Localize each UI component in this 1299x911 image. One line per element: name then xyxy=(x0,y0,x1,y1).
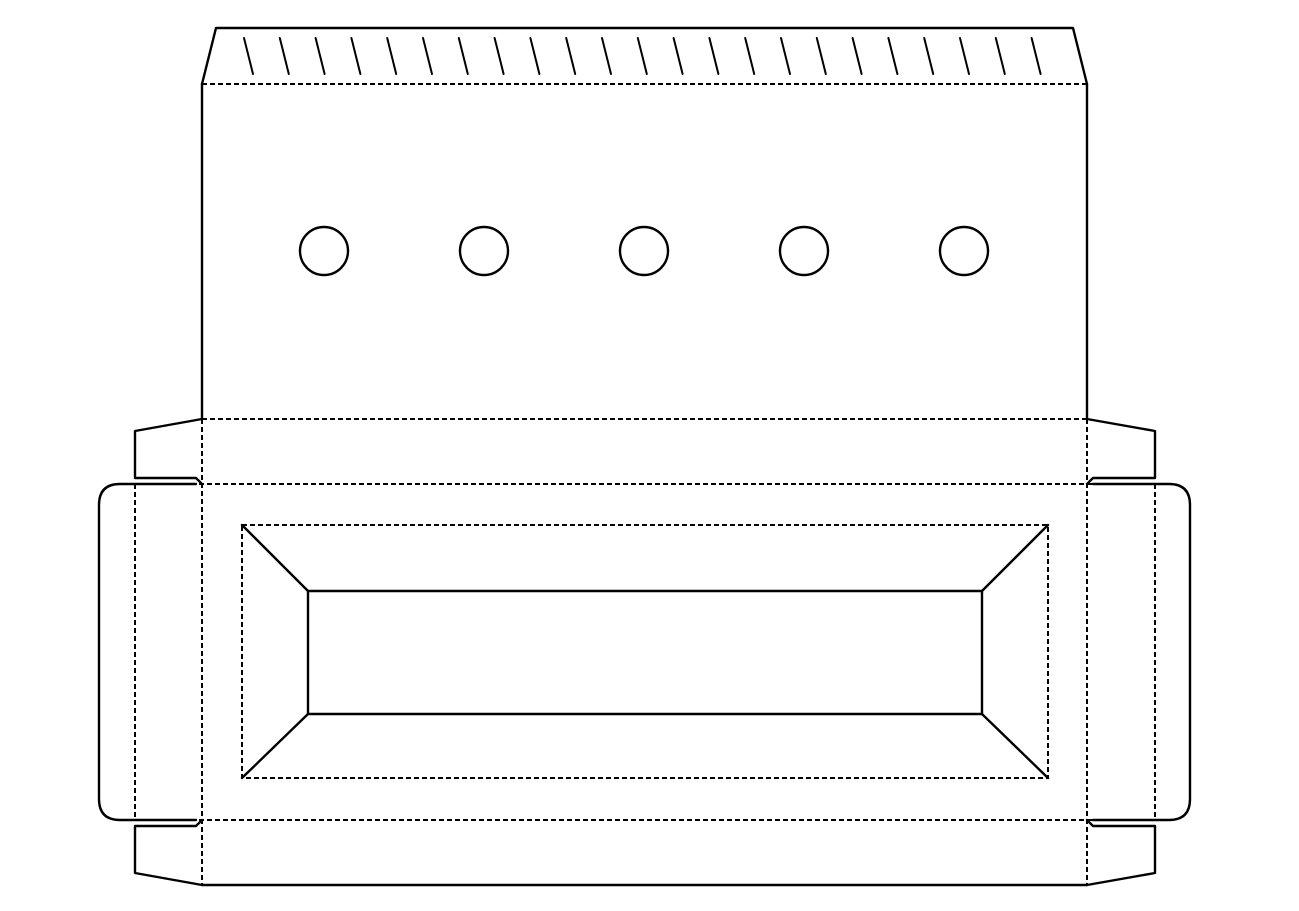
glue-hatch-line xyxy=(422,37,433,75)
glue-hatch-line xyxy=(529,37,541,75)
glue-hatch-line xyxy=(314,37,326,75)
glue-hatch-line xyxy=(780,37,791,75)
glue-hatch-line xyxy=(744,37,756,75)
glue-hatch-line xyxy=(243,37,254,75)
window-corner-cut-top-left xyxy=(240,523,310,593)
glue-hatch-line xyxy=(959,37,970,75)
glue-hatch-line xyxy=(815,37,827,75)
glue-hatch-line xyxy=(708,37,720,75)
glue-hatch-line xyxy=(887,37,899,75)
window-corner-cut-bottom-right xyxy=(980,712,1050,780)
ventilation-holes xyxy=(298,225,990,277)
glue-hatch-line xyxy=(994,37,1006,75)
ventilation-hole xyxy=(618,225,670,277)
window-corner-cut-top-right xyxy=(980,523,1050,593)
right-end-flap xyxy=(1091,482,1192,822)
ventilation-hole xyxy=(298,225,350,277)
ventilation-hole xyxy=(778,225,830,277)
glue-flap xyxy=(200,26,1089,86)
window-cutout xyxy=(306,589,984,716)
back-panel-outline xyxy=(200,82,1089,421)
glue-hatch-line xyxy=(278,37,290,75)
glue-hatch-line xyxy=(1030,37,1042,75)
lower-right-dust-flap xyxy=(1085,818,1157,887)
glue-hatch-line xyxy=(636,37,648,75)
glue-hatch-line xyxy=(923,37,935,75)
lower-left-dust-flap xyxy=(133,818,204,887)
glue-hatch-line xyxy=(672,37,684,75)
upper-left-dust-flap xyxy=(133,417,204,486)
left-end-flap xyxy=(97,482,198,822)
window-corner-cut-bottom-left xyxy=(240,712,310,780)
upper-right-dust-flap xyxy=(1085,417,1157,486)
glue-hatch-line xyxy=(493,37,505,75)
glue-hatch-line xyxy=(350,37,362,75)
glue-flap-hatching xyxy=(243,37,1042,75)
glue-hatch-line xyxy=(565,37,577,75)
ventilation-hole xyxy=(458,225,510,277)
glue-hatch-line xyxy=(386,37,398,75)
window-fold-frame xyxy=(241,524,1049,779)
glue-hatch-line xyxy=(851,37,863,75)
ventilation-hole xyxy=(938,225,990,277)
glue-hatch-line xyxy=(457,37,469,75)
glue-hatch-line xyxy=(601,37,612,75)
